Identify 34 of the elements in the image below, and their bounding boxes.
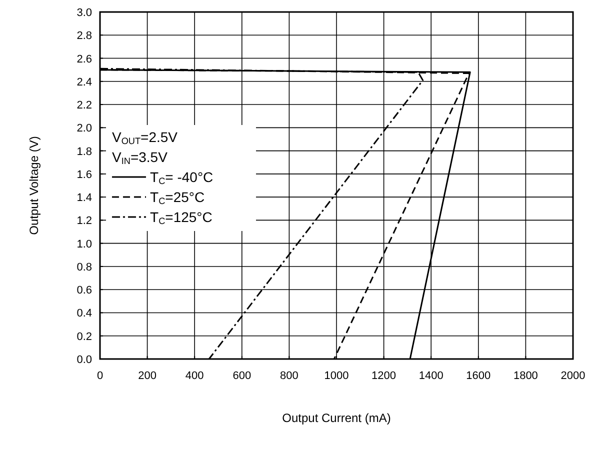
y-tick-label: 0.6 — [76, 284, 92, 297]
legend-label: T$_{C}$=125°C — [150, 209, 212, 226]
x-tick-label: 1200 — [372, 370, 396, 382]
x-tick-label: 1400 — [418, 370, 444, 382]
y-tick-label: 2.0 — [76, 122, 92, 135]
y-tick-label: 0.0 — [76, 354, 92, 366]
y-tick-label: 0.8 — [76, 261, 92, 274]
legend-label: T$_{C}$= -40°C — [150, 169, 214, 186]
y-tick-label: 1.2 — [76, 215, 92, 228]
x-tick-label: 1800 — [513, 370, 538, 382]
y-tick-label: 1.0 — [76, 238, 92, 250]
x-tick-label: 200 — [138, 370, 156, 382]
y-tick-label: 0.4 — [76, 308, 92, 320]
y-tick-label: 2.8 — [76, 30, 92, 42]
y-tick-label: 3.0 — [76, 7, 92, 19]
x-axis-title: Output Current (mA) — [282, 411, 391, 425]
y-tick-label: 0.2 — [76, 330, 92, 343]
y-tick-label: 1.6 — [76, 168, 92, 181]
legend-label: T$_{C}$=25°C — [150, 189, 205, 206]
y-tick-label: 1.8 — [76, 146, 92, 158]
x-tick-label: 1000 — [324, 370, 349, 382]
x-tick-label: 600 — [232, 370, 252, 382]
x-tick-label: 800 — [280, 370, 298, 382]
x-tick-label: 2000 — [560, 370, 586, 382]
y-tick-label: 2.2 — [76, 100, 92, 112]
annotation: V$_{IN}$=3.5V — [112, 149, 168, 166]
y-tick-label: 2.6 — [76, 53, 92, 66]
y-axis-title: Output Voltage (V) — [27, 136, 41, 235]
y-tick-label: 2.4 — [76, 76, 92, 88]
annotation: V$_{OUT}$=2.5V — [112, 129, 178, 146]
x-tick-label: 1600 — [466, 370, 491, 382]
y-tick-label: 1.4 — [76, 192, 92, 204]
x-tick-label: 400 — [185, 370, 204, 382]
x-tick-label: 0 — [96, 370, 104, 382]
